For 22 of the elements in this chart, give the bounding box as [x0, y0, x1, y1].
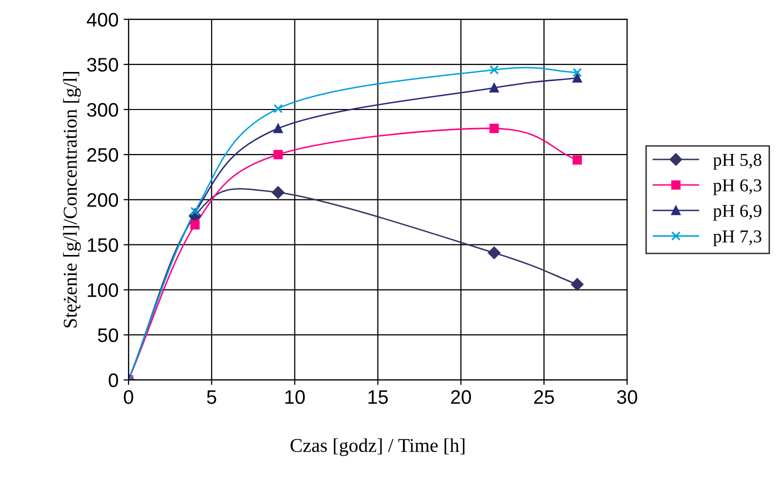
y-tick-label: 200 — [87, 193, 118, 207]
y-tick-label: 0 — [108, 373, 118, 388]
y-tick-label: 300 — [87, 102, 118, 117]
legend-label: pH 7,3 — [713, 230, 762, 246]
x-tick-label: 0 — [124, 390, 134, 404]
legend-label: pH 5,8 — [713, 154, 762, 170]
legend-label: pH 6,9 — [713, 204, 762, 221]
y-tick-label: 250 — [87, 148, 118, 162]
y-tick-label: 350 — [87, 58, 118, 72]
y-tick-label: 400 — [86, 12, 118, 27]
x-axis-title: Czas [godz] / Time [h] — [290, 438, 464, 456]
x-tick-label: 20 — [451, 390, 471, 404]
x-tick-label: 10 — [285, 390, 305, 404]
y-tick-label: 50 — [98, 328, 118, 342]
x-tick-label: 5 — [207, 390, 216, 404]
y-tick-label: 150 — [88, 238, 118, 252]
x-tick-label: 25 — [534, 390, 554, 404]
legend-label: pH 6,3 — [713, 179, 762, 196]
x-tick-label: 30 — [617, 390, 638, 404]
y-axis-title: Stężenie [g/l]/Concentration [g/l] — [63, 72, 81, 328]
y-tick-label: 100 — [88, 283, 118, 298]
x-tick-label: 15 — [368, 390, 388, 404]
